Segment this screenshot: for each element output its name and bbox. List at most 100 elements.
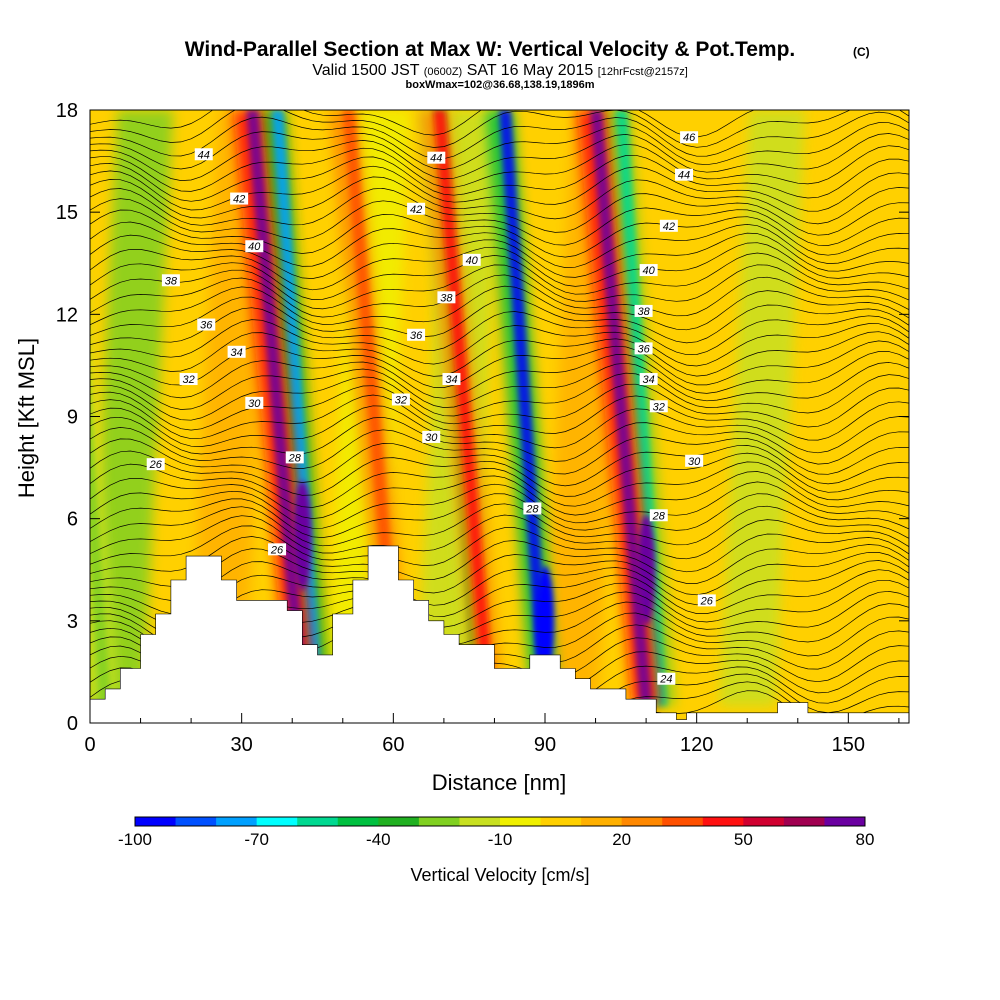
colorbar-swatch	[256, 817, 298, 826]
theta-label: 28	[649, 509, 668, 522]
downdraft-core	[499, 110, 551, 706]
svg-text:36: 36	[200, 320, 213, 332]
box-info: boxWmax=102@36.68,138.19,1896m	[406, 79, 595, 91]
theta-label: 24	[657, 672, 676, 686]
theta-label: 32	[649, 400, 668, 413]
svg-text:32: 32	[653, 401, 665, 413]
x-tick-label: 60	[382, 734, 404, 756]
theta-label: 30	[422, 430, 441, 444]
theta-contour-line	[90, 372, 909, 421]
field-band	[795, 110, 882, 706]
theta-contour-line	[90, 405, 909, 454]
colorbar-tick-label: -40	[366, 830, 391, 849]
svg-text:44: 44	[198, 149, 210, 161]
theta-label: 26	[697, 594, 716, 607]
svg-text:34: 34	[230, 347, 242, 359]
theta-contour-line	[90, 221, 909, 268]
colorbar-tick-label: -10	[488, 830, 513, 849]
theta-contour-line	[90, 438, 909, 487]
x-tick-label: 0	[84, 734, 95, 756]
theta-label: 30	[685, 454, 704, 468]
theta-contour-line	[90, 307, 909, 356]
svg-text:30: 30	[688, 456, 701, 468]
svg-text:30: 30	[248, 398, 261, 410]
svg-text:26: 26	[270, 544, 284, 556]
theta-label: 34	[442, 373, 461, 386]
colorbar-tick-label: 50	[734, 830, 753, 849]
colorbar-frame	[134, 816, 866, 827]
updraft-core	[590, 110, 653, 706]
theta-contour-line	[90, 493, 909, 538]
svg-text:36: 36	[410, 330, 423, 342]
theta-label: 38	[634, 304, 653, 318]
theta-contour-line	[90, 351, 909, 399]
theta-label: 36	[197, 318, 216, 332]
svg-text:40: 40	[466, 255, 479, 267]
colorbar-swatch	[337, 817, 379, 826]
theta-label: 40	[245, 240, 264, 253]
theta-contour-line	[90, 362, 909, 410]
colorbar-swatch	[418, 817, 460, 826]
theta-contour-line	[90, 296, 909, 344]
theta-label: 36	[634, 342, 653, 355]
theta-label: 42	[407, 202, 426, 216]
y-tick-label: 6	[67, 509, 78, 531]
theta-contour-line	[90, 514, 909, 560]
theta-label: 28	[285, 451, 304, 464]
y-tick-label: 3	[67, 611, 78, 633]
svg-text:44: 44	[430, 153, 442, 165]
colorbar-tick-label: -70	[244, 830, 269, 849]
theta-contour-line	[90, 560, 909, 606]
svg-text:26: 26	[700, 595, 714, 607]
svg-text:44: 44	[678, 170, 690, 182]
theta-contour-line	[90, 165, 909, 212]
colorbar-swatch	[702, 817, 744, 826]
y-axis-label: Height [Kft MSL]	[14, 338, 39, 498]
colorbar-swatch	[175, 817, 217, 826]
theta-label: 36	[407, 328, 426, 342]
downdraft-core	[90, 390, 112, 706]
svg-text:28: 28	[652, 510, 666, 522]
x-tick-label: 120	[680, 734, 713, 756]
theta-label: 42	[659, 219, 678, 233]
colorbar-swatch	[297, 817, 339, 826]
theta-label: 38	[161, 274, 180, 287]
theta-contour-line	[90, 319, 909, 367]
svg-text:46: 46	[683, 132, 696, 144]
y-tick-label: 12	[56, 304, 78, 326]
theta-contour-line	[90, 198, 909, 246]
y-tick-label: 0	[67, 713, 78, 735]
svg-text:34: 34	[643, 374, 655, 386]
chart-title: Wind-Parallel Section at Max W: Vertical…	[185, 38, 796, 61]
svg-text:36: 36	[637, 343, 650, 355]
updraft-max	[637, 514, 656, 625]
downdraft-max	[536, 565, 554, 676]
colorbar-swatch	[662, 817, 704, 826]
updraft-max	[293, 480, 312, 591]
colorbar-swatch	[743, 817, 785, 826]
field-band	[719, 110, 806, 706]
theta-contour-line	[90, 383, 909, 431]
theta-contour-line	[90, 471, 909, 519]
colorbar-swatch	[135, 817, 177, 826]
theta-contour-line	[90, 209, 909, 258]
theta-contour-labels: 24 26 26 26 28 28 28 30 30 30 32 32 32 34 34 34 36 36 36 38…	[146, 131, 716, 686]
theta-label: 26	[268, 543, 287, 556]
theta-label: 40	[462, 253, 481, 267]
updraft-core	[246, 110, 309, 706]
colorbar-tick-label: 80	[856, 830, 875, 849]
theta-contour-line	[90, 481, 909, 529]
y-tick-label: 9	[67, 407, 78, 429]
theta-contour-line	[90, 232, 909, 279]
theta-contour-line	[90, 176, 909, 225]
theta-label: 38	[437, 291, 456, 304]
theta-contour-line	[90, 536, 909, 584]
svg-text:32: 32	[182, 374, 194, 386]
theta-contour-line	[90, 427, 909, 475]
theta-label: 28	[523, 502, 542, 515]
svg-text:38: 38	[637, 306, 650, 318]
plot-area: 24 26 26 26 28 28 28 30 30 30 32 32 32 34 34 34 36 36 36 38…	[90, 110, 909, 723]
x-axis-label: Distance [nm]	[432, 770, 567, 795]
chart-subtitle: Valid 1500 JST (0600Z) SAT 16 May 2015 […	[312, 62, 688, 79]
